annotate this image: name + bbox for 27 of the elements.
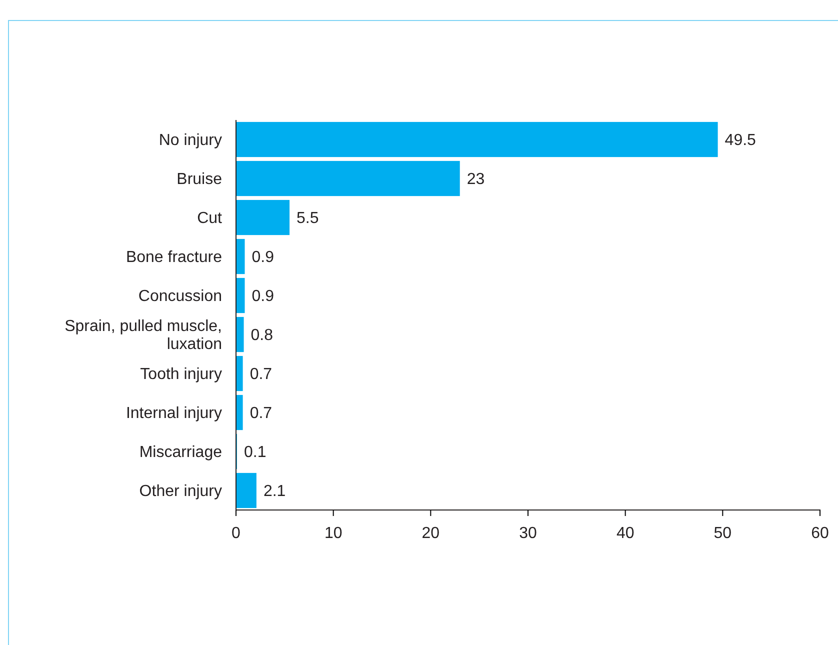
data-label: 49.5 [724, 132, 756, 150]
x-tick-label: 10 [324, 525, 342, 542]
data-label: 0.1 [244, 444, 266, 462]
data-label: 2.1 [263, 483, 286, 500]
x-tick-label: 60 [811, 525, 829, 542]
data-label: 0.8 [250, 327, 274, 344]
y-tick-label: No injury [158, 132, 222, 150]
y-tick-label: Sprain, pulled muscle, luxation [64, 318, 222, 354]
data-label: 0.9 [252, 249, 274, 266]
x-tick-label: 40 [616, 525, 634, 542]
data-label: 5.5 [296, 210, 319, 228]
y-tick-label: Bruise [176, 171, 222, 188]
y-tick-label: Other injury [139, 483, 222, 500]
y-tick-label: Cut [197, 210, 223, 228]
x-tick-label: 20 [422, 525, 440, 542]
y-tick-label: Miscarriage [139, 444, 222, 462]
data-label: 0.7 [250, 405, 272, 422]
data-label: 0.9 [252, 288, 274, 306]
y-tick-label: Concussion [138, 288, 222, 306]
x-tick-label: 50 [714, 525, 732, 542]
data-label: 23 [466, 171, 485, 188]
x-tick-label: 30 [519, 525, 537, 542]
y-tick-label: Internal injury [126, 405, 222, 422]
y-tick-label: Bone fracture [126, 249, 222, 266]
data-label: 0.7 [250, 366, 272, 384]
x-tick-label: 0 [232, 525, 241, 542]
y-tick-label: Tooth injury [140, 366, 222, 384]
